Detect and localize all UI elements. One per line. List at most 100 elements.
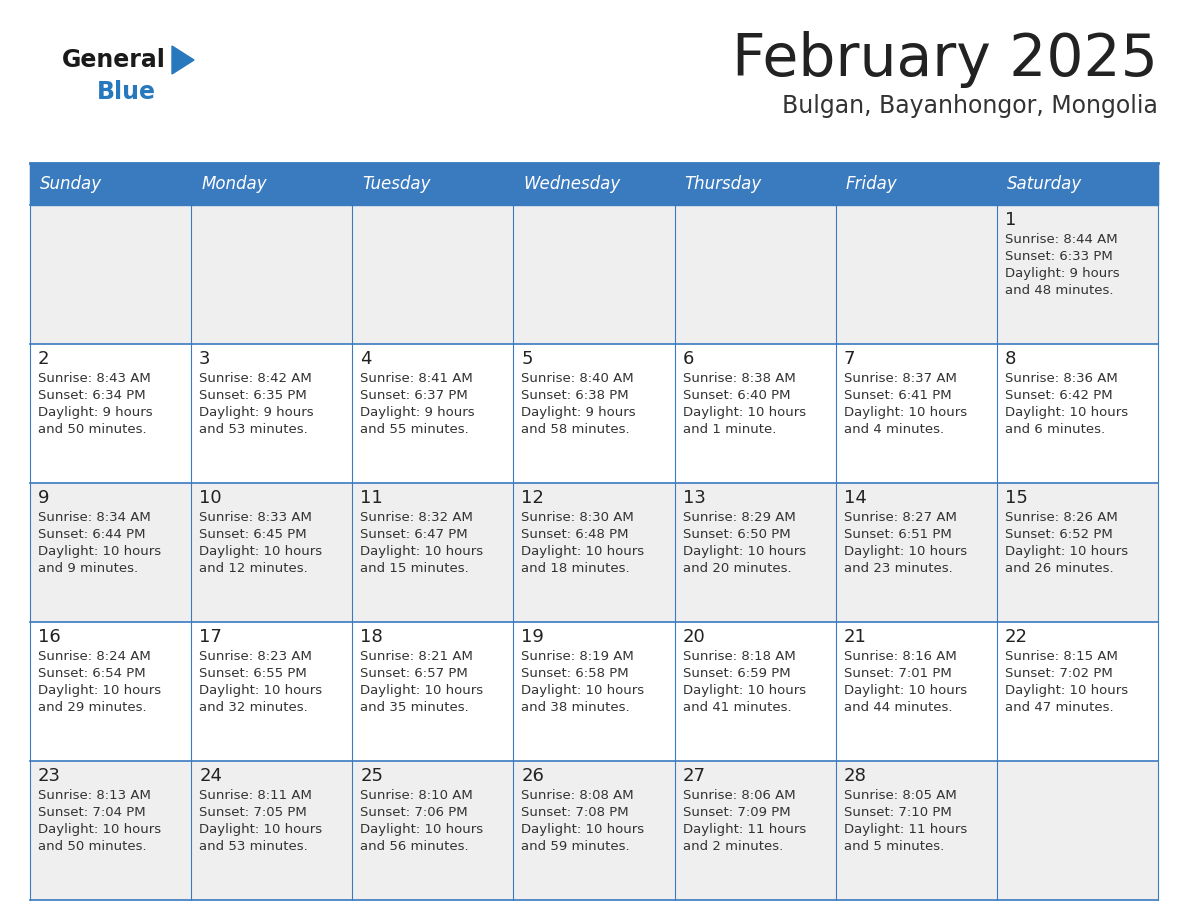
Text: Daylight: 11 hours: Daylight: 11 hours — [683, 823, 805, 836]
Text: Sunrise: 8:06 AM: Sunrise: 8:06 AM — [683, 789, 795, 802]
Text: Sunset: 7:08 PM: Sunset: 7:08 PM — [522, 806, 630, 819]
Text: 23: 23 — [38, 767, 61, 785]
Text: Daylight: 10 hours: Daylight: 10 hours — [1005, 406, 1127, 419]
Text: Sunset: 6:42 PM: Sunset: 6:42 PM — [1005, 389, 1112, 402]
Text: Sunset: 6:35 PM: Sunset: 6:35 PM — [200, 389, 307, 402]
Text: Sunset: 6:51 PM: Sunset: 6:51 PM — [843, 528, 952, 541]
Text: Daylight: 10 hours: Daylight: 10 hours — [1005, 684, 1127, 697]
Bar — [675, 344, 835, 483]
Text: Sunset: 7:10 PM: Sunset: 7:10 PM — [843, 806, 952, 819]
Bar — [513, 205, 675, 344]
Bar — [513, 622, 675, 761]
Text: and 23 minutes.: and 23 minutes. — [843, 562, 953, 575]
Text: 16: 16 — [38, 628, 61, 646]
Text: 12: 12 — [522, 489, 544, 507]
Text: Daylight: 10 hours: Daylight: 10 hours — [38, 684, 162, 697]
Text: Sunset: 6:54 PM: Sunset: 6:54 PM — [38, 667, 146, 680]
Bar — [997, 344, 1158, 483]
Text: Sunrise: 8:11 AM: Sunrise: 8:11 AM — [200, 789, 312, 802]
Text: Daylight: 11 hours: Daylight: 11 hours — [843, 823, 967, 836]
Text: Daylight: 9 hours: Daylight: 9 hours — [200, 406, 314, 419]
Text: Daylight: 10 hours: Daylight: 10 hours — [683, 545, 805, 558]
Text: Sunrise: 8:05 AM: Sunrise: 8:05 AM — [843, 789, 956, 802]
Text: Sunrise: 8:37 AM: Sunrise: 8:37 AM — [843, 372, 956, 385]
Text: Sunset: 7:04 PM: Sunset: 7:04 PM — [38, 806, 146, 819]
Text: and 12 minutes.: and 12 minutes. — [200, 562, 308, 575]
Text: Daylight: 10 hours: Daylight: 10 hours — [1005, 545, 1127, 558]
Text: and 59 minutes.: and 59 minutes. — [522, 840, 630, 853]
Bar — [675, 205, 835, 344]
Text: Sunset: 6:59 PM: Sunset: 6:59 PM — [683, 667, 790, 680]
Text: 7: 7 — [843, 350, 855, 368]
Text: Sunrise: 8:43 AM: Sunrise: 8:43 AM — [38, 372, 151, 385]
Text: 14: 14 — [843, 489, 866, 507]
Bar — [353, 344, 513, 483]
Text: Sunset: 7:05 PM: Sunset: 7:05 PM — [200, 806, 307, 819]
Bar — [30, 205, 191, 344]
Text: Sunrise: 8:23 AM: Sunrise: 8:23 AM — [200, 650, 312, 663]
Text: February 2025: February 2025 — [732, 31, 1158, 88]
Text: Sunrise: 8:26 AM: Sunrise: 8:26 AM — [1005, 511, 1118, 524]
Text: Sunset: 6:58 PM: Sunset: 6:58 PM — [522, 667, 630, 680]
Text: Sunset: 6:57 PM: Sunset: 6:57 PM — [360, 667, 468, 680]
Text: Daylight: 10 hours: Daylight: 10 hours — [683, 684, 805, 697]
Text: Wednesday: Wednesday — [524, 175, 620, 193]
Text: Sunset: 6:38 PM: Sunset: 6:38 PM — [522, 389, 630, 402]
Text: Sunset: 6:34 PM: Sunset: 6:34 PM — [38, 389, 146, 402]
Text: Daylight: 10 hours: Daylight: 10 hours — [38, 823, 162, 836]
Text: Sunrise: 8:32 AM: Sunrise: 8:32 AM — [360, 511, 473, 524]
Text: 25: 25 — [360, 767, 384, 785]
Text: Monday: Monday — [201, 175, 267, 193]
Text: Blue: Blue — [97, 80, 156, 104]
Bar — [353, 483, 513, 622]
Text: 4: 4 — [360, 350, 372, 368]
Text: Sunrise: 8:21 AM: Sunrise: 8:21 AM — [360, 650, 473, 663]
Text: and 5 minutes.: and 5 minutes. — [843, 840, 944, 853]
Text: Sunrise: 8:41 AM: Sunrise: 8:41 AM — [360, 372, 473, 385]
Text: Daylight: 9 hours: Daylight: 9 hours — [1005, 267, 1119, 280]
Text: 28: 28 — [843, 767, 866, 785]
Text: Bulgan, Bayanhongor, Mongolia: Bulgan, Bayanhongor, Mongolia — [782, 94, 1158, 118]
Text: 15: 15 — [1005, 489, 1028, 507]
Text: Sunrise: 8:10 AM: Sunrise: 8:10 AM — [360, 789, 473, 802]
Text: Saturday: Saturday — [1007, 175, 1082, 193]
Text: and 38 minutes.: and 38 minutes. — [522, 701, 630, 714]
Text: and 18 minutes.: and 18 minutes. — [522, 562, 630, 575]
Text: Daylight: 10 hours: Daylight: 10 hours — [200, 545, 322, 558]
Text: and 53 minutes.: and 53 minutes. — [200, 423, 308, 436]
Text: 20: 20 — [683, 628, 706, 646]
Text: Sunrise: 8:36 AM: Sunrise: 8:36 AM — [1005, 372, 1118, 385]
Text: Daylight: 9 hours: Daylight: 9 hours — [360, 406, 475, 419]
Text: Sunset: 7:09 PM: Sunset: 7:09 PM — [683, 806, 790, 819]
Text: Daylight: 10 hours: Daylight: 10 hours — [360, 684, 484, 697]
Text: Sunset: 6:47 PM: Sunset: 6:47 PM — [360, 528, 468, 541]
Bar — [513, 761, 675, 900]
Text: Sunset: 6:45 PM: Sunset: 6:45 PM — [200, 528, 307, 541]
Text: Sunrise: 8:40 AM: Sunrise: 8:40 AM — [522, 372, 634, 385]
Bar — [675, 483, 835, 622]
Bar — [835, 205, 997, 344]
Bar — [997, 205, 1158, 344]
Text: Sunrise: 8:15 AM: Sunrise: 8:15 AM — [1005, 650, 1118, 663]
Text: Daylight: 10 hours: Daylight: 10 hours — [360, 823, 484, 836]
Text: and 44 minutes.: and 44 minutes. — [843, 701, 953, 714]
Text: and 48 minutes.: and 48 minutes. — [1005, 284, 1113, 297]
Text: Daylight: 10 hours: Daylight: 10 hours — [522, 823, 645, 836]
Bar — [997, 761, 1158, 900]
Bar — [30, 622, 191, 761]
Text: Daylight: 10 hours: Daylight: 10 hours — [200, 823, 322, 836]
Text: Daylight: 9 hours: Daylight: 9 hours — [522, 406, 636, 419]
Text: 1: 1 — [1005, 211, 1016, 229]
Text: 17: 17 — [200, 628, 222, 646]
Text: Daylight: 10 hours: Daylight: 10 hours — [683, 406, 805, 419]
Bar — [835, 622, 997, 761]
Polygon shape — [172, 46, 194, 74]
Text: and 41 minutes.: and 41 minutes. — [683, 701, 791, 714]
Text: Sunrise: 8:19 AM: Sunrise: 8:19 AM — [522, 650, 634, 663]
Text: Sunset: 6:37 PM: Sunset: 6:37 PM — [360, 389, 468, 402]
Text: Sunrise: 8:34 AM: Sunrise: 8:34 AM — [38, 511, 151, 524]
Bar — [513, 483, 675, 622]
Text: 8: 8 — [1005, 350, 1016, 368]
Text: Daylight: 9 hours: Daylight: 9 hours — [38, 406, 152, 419]
Bar — [675, 761, 835, 900]
